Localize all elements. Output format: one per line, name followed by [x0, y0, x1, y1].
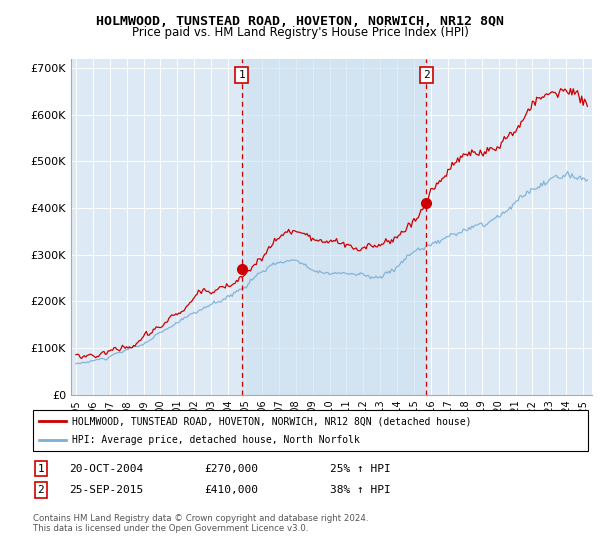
- Text: 2: 2: [37, 485, 44, 495]
- Text: Price paid vs. HM Land Registry's House Price Index (HPI): Price paid vs. HM Land Registry's House …: [131, 26, 469, 39]
- Text: Contains HM Land Registry data © Crown copyright and database right 2024.
This d: Contains HM Land Registry data © Crown c…: [33, 514, 368, 534]
- Text: 25% ↑ HPI: 25% ↑ HPI: [330, 464, 391, 474]
- Text: 20-OCT-2004: 20-OCT-2004: [69, 464, 143, 474]
- Text: 25-SEP-2015: 25-SEP-2015: [69, 485, 143, 495]
- Text: 2: 2: [423, 70, 430, 80]
- Text: 1: 1: [37, 464, 44, 474]
- Text: 38% ↑ HPI: 38% ↑ HPI: [330, 485, 391, 495]
- Text: £410,000: £410,000: [204, 485, 258, 495]
- Text: HOLMWOOD, TUNSTEAD ROAD, HOVETON, NORWICH, NR12 8QN: HOLMWOOD, TUNSTEAD ROAD, HOVETON, NORWIC…: [96, 15, 504, 27]
- Text: £270,000: £270,000: [204, 464, 258, 474]
- Bar: [242, 59, 427, 395]
- Text: HPI: Average price, detached house, North Norfolk: HPI: Average price, detached house, Nort…: [72, 435, 360, 445]
- Text: 1: 1: [238, 70, 245, 80]
- Text: HOLMWOOD, TUNSTEAD ROAD, HOVETON, NORWICH, NR12 8QN (detached house): HOLMWOOD, TUNSTEAD ROAD, HOVETON, NORWIC…: [72, 417, 472, 426]
